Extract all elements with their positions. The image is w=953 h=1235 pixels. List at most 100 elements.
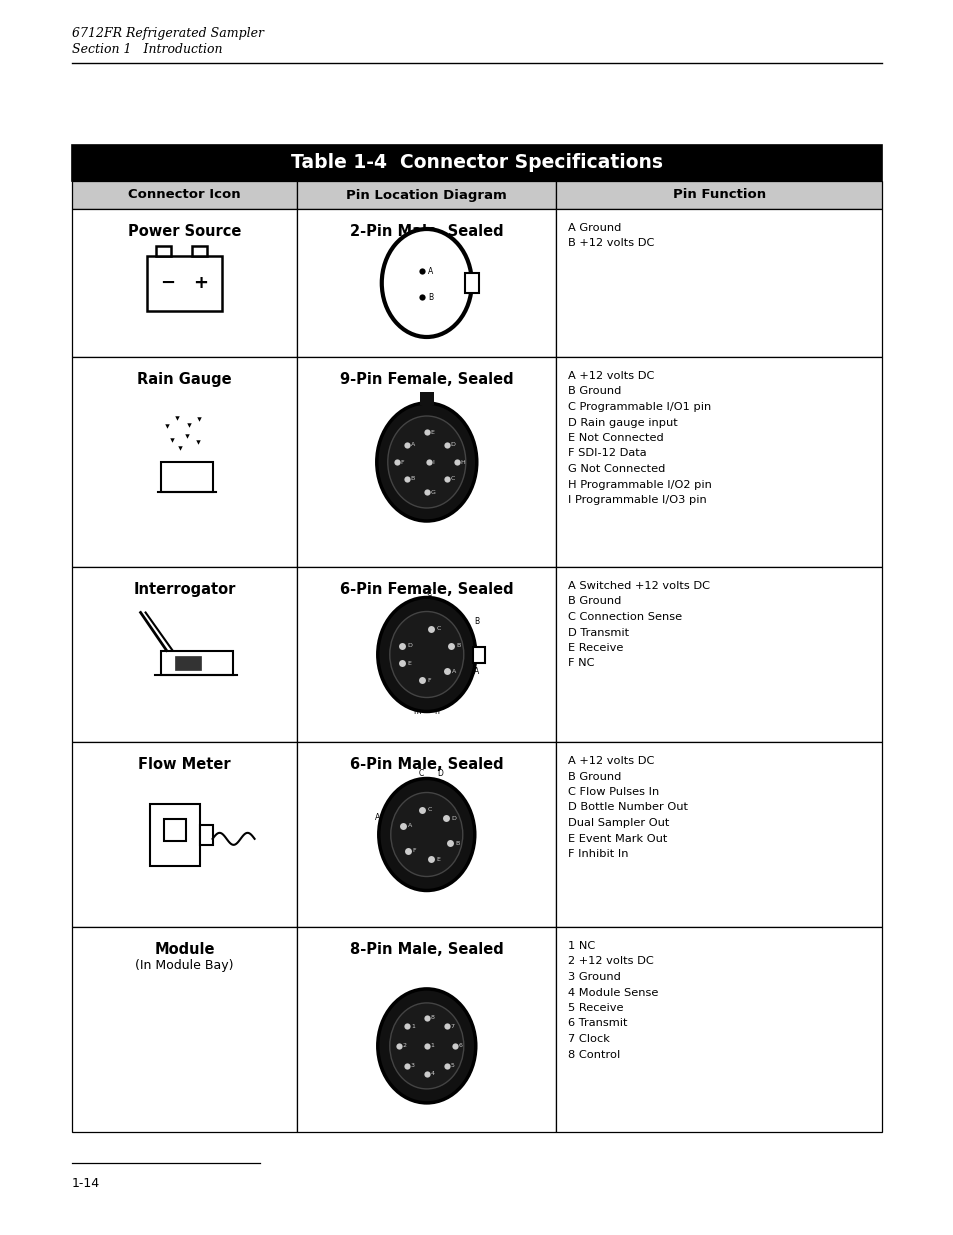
Text: B +12 volts DC: B +12 volts DC bbox=[568, 238, 654, 248]
Text: 7: 7 bbox=[450, 1024, 454, 1029]
Ellipse shape bbox=[377, 598, 476, 711]
Text: Power Source: Power Source bbox=[128, 224, 241, 240]
Text: Interrogator: Interrogator bbox=[133, 582, 235, 597]
Bar bbox=[556, 927, 882, 1132]
Text: C: C bbox=[427, 808, 432, 813]
Text: 6712FR Refrigerated Sampler: 6712FR Refrigerated Sampler bbox=[71, 27, 264, 40]
Text: E Event Mark Out: E Event Mark Out bbox=[568, 834, 667, 844]
Text: C: C bbox=[436, 626, 440, 631]
Text: C Programmable I/O1 pin: C Programmable I/O1 pin bbox=[568, 403, 711, 412]
Text: B: B bbox=[427, 293, 433, 301]
Text: I: I bbox=[433, 459, 435, 464]
Bar bbox=[160, 462, 213, 492]
Bar bbox=[71, 742, 297, 927]
Text: D: D bbox=[436, 769, 442, 778]
Bar bbox=[150, 804, 199, 866]
Bar bbox=[297, 742, 556, 927]
Bar bbox=[71, 567, 297, 742]
Text: H: H bbox=[460, 459, 465, 464]
Text: 8-Pin Male, Sealed: 8-Pin Male, Sealed bbox=[350, 942, 503, 957]
Text: n: n bbox=[434, 708, 438, 716]
Text: A: A bbox=[474, 667, 479, 677]
Text: D Bottle Number Out: D Bottle Number Out bbox=[568, 803, 688, 813]
Text: 2 +12 volts DC: 2 +12 volts DC bbox=[568, 956, 654, 967]
Ellipse shape bbox=[387, 416, 465, 508]
Text: B: B bbox=[411, 477, 415, 482]
Ellipse shape bbox=[390, 1003, 463, 1089]
Text: 3: 3 bbox=[411, 1063, 415, 1068]
Text: D: D bbox=[451, 442, 456, 447]
Text: A Switched +12 volts DC: A Switched +12 volts DC bbox=[568, 580, 710, 592]
Text: 3 Ground: 3 Ground bbox=[568, 972, 620, 982]
Text: F NC: F NC bbox=[568, 658, 595, 668]
Bar bbox=[556, 182, 882, 209]
Text: F: F bbox=[400, 459, 404, 464]
Text: 6: 6 bbox=[458, 1044, 462, 1049]
Text: D Rain gauge input: D Rain gauge input bbox=[568, 417, 678, 427]
Text: m: m bbox=[413, 708, 420, 716]
Bar bbox=[297, 357, 556, 567]
Ellipse shape bbox=[390, 611, 463, 698]
Ellipse shape bbox=[381, 228, 472, 337]
Text: B: B bbox=[456, 643, 460, 648]
Bar bbox=[147, 256, 222, 310]
Text: Flow Meter: Flow Meter bbox=[138, 757, 231, 772]
Bar bbox=[71, 357, 297, 567]
Text: 1: 1 bbox=[411, 1024, 415, 1029]
Text: 1 NC: 1 NC bbox=[568, 941, 595, 951]
Text: 2-Pin Male, Sealed: 2-Pin Male, Sealed bbox=[350, 224, 503, 240]
Bar bbox=[473, 646, 484, 662]
Bar bbox=[174, 656, 200, 669]
Bar bbox=[156, 246, 171, 256]
Bar bbox=[71, 209, 297, 357]
Text: 7 Clock: 7 Clock bbox=[568, 1034, 610, 1044]
Text: A: A bbox=[451, 668, 456, 674]
Text: E Receive: E Receive bbox=[568, 643, 623, 653]
Text: Dual Sampler Out: Dual Sampler Out bbox=[568, 818, 669, 827]
Text: 5 Receive: 5 Receive bbox=[568, 1003, 623, 1013]
Text: Rain Gauge: Rain Gauge bbox=[137, 372, 232, 387]
Text: G: G bbox=[431, 489, 436, 494]
Text: 1: 1 bbox=[431, 1044, 435, 1049]
Text: A: A bbox=[411, 442, 415, 447]
Text: A: A bbox=[408, 824, 412, 829]
Text: 8: 8 bbox=[431, 1015, 435, 1020]
Text: D: D bbox=[407, 643, 412, 648]
Ellipse shape bbox=[376, 403, 476, 521]
Text: E: E bbox=[407, 661, 411, 666]
Text: F SDI-12 Data: F SDI-12 Data bbox=[568, 448, 646, 458]
Bar bbox=[297, 209, 556, 357]
Bar bbox=[199, 825, 213, 845]
Bar bbox=[556, 742, 882, 927]
Text: I Programmable I/O3 pin: I Programmable I/O3 pin bbox=[568, 495, 706, 505]
Text: 8 Control: 8 Control bbox=[568, 1050, 620, 1060]
Text: A +12 volts DC: A +12 volts DC bbox=[568, 756, 654, 766]
Text: F: F bbox=[413, 848, 416, 853]
Text: −: − bbox=[160, 274, 175, 291]
Text: H Programmable I/O2 pin: H Programmable I/O2 pin bbox=[568, 479, 712, 489]
Text: B: B bbox=[455, 841, 459, 846]
Text: 4 Module Sense: 4 Module Sense bbox=[568, 988, 659, 998]
Text: 6-Pin Female, Sealed: 6-Pin Female, Sealed bbox=[339, 582, 513, 597]
Text: A: A bbox=[375, 813, 379, 821]
Text: C: C bbox=[426, 589, 431, 598]
Text: A Ground: A Ground bbox=[568, 224, 621, 233]
Text: C Flow Pulses In: C Flow Pulses In bbox=[568, 787, 659, 797]
Ellipse shape bbox=[378, 778, 475, 890]
Bar bbox=[297, 927, 556, 1132]
Text: B Ground: B Ground bbox=[568, 772, 621, 782]
Text: +: + bbox=[193, 274, 209, 291]
Bar bbox=[192, 246, 207, 256]
Bar bbox=[297, 567, 556, 742]
Text: G Not Connected: G Not Connected bbox=[568, 464, 665, 474]
Text: F Inhibit In: F Inhibit In bbox=[568, 848, 628, 860]
Text: Pin Location Diagram: Pin Location Diagram bbox=[346, 189, 507, 201]
Text: 6-Pin Male, Sealed: 6-Pin Male, Sealed bbox=[350, 757, 503, 772]
Bar bbox=[71, 927, 297, 1132]
Text: 2: 2 bbox=[402, 1044, 406, 1049]
Text: B Ground: B Ground bbox=[568, 597, 621, 606]
Text: B Ground: B Ground bbox=[568, 387, 621, 396]
Text: 1-14: 1-14 bbox=[71, 1177, 100, 1191]
Text: D Transmit: D Transmit bbox=[568, 627, 629, 637]
Bar bbox=[556, 209, 882, 357]
